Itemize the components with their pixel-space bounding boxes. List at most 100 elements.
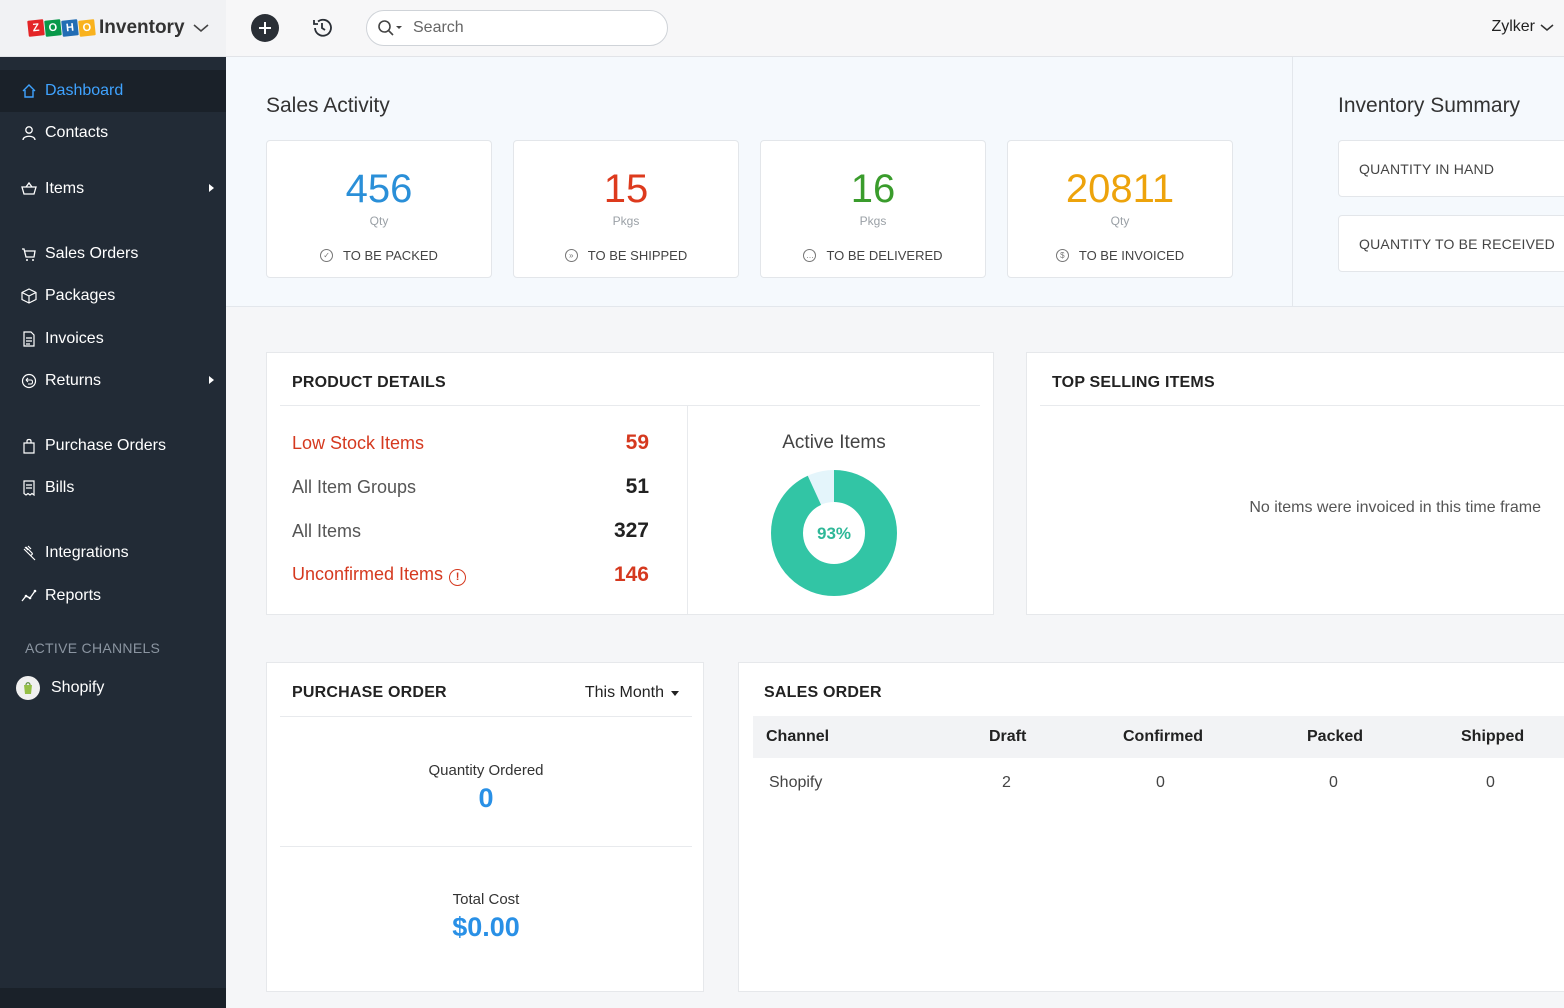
bill-icon bbox=[20, 480, 37, 497]
sidebar-item-label: Returns bbox=[45, 372, 102, 389]
return-icon bbox=[20, 373, 37, 390]
sidebar-item-label: Reports bbox=[45, 587, 102, 604]
product-row-low-stock[interactable]: Low Stock Items 59 bbox=[292, 431, 649, 455]
sales-activity-section: Sales Activity 456 Qty ✓ TO BE PACKED 15 … bbox=[226, 57, 1564, 307]
inventory-row-quantity-in-hand: QUANTITY IN HAND bbox=[1338, 140, 1564, 197]
activity-unit: Qty bbox=[1110, 214, 1130, 228]
sidebar-item-sales-orders[interactable]: Sales Orders bbox=[0, 233, 226, 275]
activity-label-row: … TO BE DELIVERED bbox=[761, 248, 985, 263]
activity-card-to-be-delivered[interactable]: 16 Pkgs … TO BE DELIVERED bbox=[760, 140, 986, 278]
sales-activity-title: Sales Activity bbox=[266, 94, 390, 117]
product-row-label-wrap: Unconfirmed Items! bbox=[292, 564, 467, 586]
sidebar-item-label: Integrations bbox=[45, 544, 129, 561]
divider bbox=[280, 405, 980, 406]
activity-value: 456 bbox=[345, 167, 413, 211]
total-cost-block: Total Cost $0.00 bbox=[267, 891, 705, 943]
search-bar[interactable] bbox=[366, 10, 668, 46]
activity-label: TO BE PACKED bbox=[343, 248, 438, 263]
product-row-label: All Items bbox=[292, 520, 362, 541]
activity-unit: Pkgs bbox=[859, 214, 887, 228]
panel-title: PRODUCT DETAILS bbox=[292, 374, 446, 391]
sidebar-item-label: Dashboard bbox=[45, 82, 124, 99]
sidebar-item-items[interactable]: Items bbox=[0, 168, 226, 210]
brand-switcher[interactable]: Z O H O Inventory bbox=[0, 0, 226, 57]
product-row-value: 59 bbox=[625, 431, 649, 454]
sidebar-item-shopify[interactable]: Shopify bbox=[16, 676, 104, 700]
sidebar-item-reports[interactable]: Reports bbox=[0, 575, 226, 617]
period-filter-dropdown[interactable]: This Month bbox=[585, 684, 679, 702]
sidebar-item-label: Items bbox=[45, 180, 85, 197]
quantity-ordered-block: Quantity Ordered 0 bbox=[267, 762, 705, 814]
activity-value: 20811 bbox=[1065, 167, 1175, 211]
sidebar-item-label: Sales Orders bbox=[45, 245, 139, 262]
chevron-down-icon bbox=[193, 24, 209, 33]
invoice-circle-icon: $ bbox=[1055, 249, 1069, 262]
inventory-row-label: QUANTITY TO BE RECEIVED bbox=[1359, 235, 1555, 252]
activity-card-to-be-packed[interactable]: 456 Qty ✓ TO BE PACKED bbox=[266, 140, 492, 278]
org-switcher[interactable]: Zylker bbox=[1491, 18, 1554, 36]
history-icon bbox=[313, 18, 332, 37]
product-row-all-items[interactable]: All Items 327 bbox=[292, 519, 649, 543]
product-row-unconfirmed[interactable]: Unconfirmed Items! 146 bbox=[292, 563, 649, 587]
sidebar-item-dashboard[interactable]: Dashboard bbox=[0, 70, 226, 112]
divider bbox=[1040, 405, 1564, 406]
donut-active-arc bbox=[771, 470, 897, 596]
sidebar-item-label: Packages bbox=[45, 287, 116, 304]
search-icon[interactable] bbox=[377, 19, 405, 37]
logo-letter: O bbox=[78, 19, 96, 37]
activity-label: TO BE INVOICED bbox=[1078, 248, 1185, 263]
activity-unit: Pkgs bbox=[612, 214, 640, 228]
cell-confirmed: 0 bbox=[1156, 774, 1165, 791]
zoho-logo: Z O H O bbox=[27, 19, 96, 37]
active-items-donut: 93% bbox=[771, 470, 897, 596]
activity-card-to-be-invoiced[interactable]: 20811 Qty $ TO BE INVOICED bbox=[1007, 140, 1233, 278]
activity-value: 15 bbox=[603, 167, 649, 211]
column-header: Channel bbox=[766, 728, 830, 745]
column-header: Shipped bbox=[1461, 728, 1525, 745]
product-row-label: Low Stock Items bbox=[292, 432, 425, 453]
activity-value: 16 bbox=[850, 167, 896, 211]
product-row-item-groups[interactable]: All Item Groups 51 bbox=[292, 475, 649, 499]
activity-card-to-be-shipped[interactable]: 15 Pkgs » TO BE SHIPPED bbox=[513, 140, 739, 278]
sidebar-item-bills[interactable]: Bills bbox=[0, 467, 226, 509]
alert-icon: ! bbox=[449, 568, 467, 586]
inventory-summary-title: Inventory Summary bbox=[1338, 94, 1521, 117]
panel-title: TOP SELLING ITEMS bbox=[1052, 374, 1215, 391]
activity-label-row: ✓ TO BE PACKED bbox=[267, 248, 491, 263]
plug-icon bbox=[20, 545, 37, 562]
sidebar-item-packages[interactable]: Packages bbox=[0, 275, 226, 317]
recent-history-button[interactable] bbox=[308, 14, 336, 42]
sidebar-collapse-bar[interactable] bbox=[0, 988, 226, 1008]
panel-title: SALES ORDER bbox=[764, 684, 882, 701]
column-header: Confirmed bbox=[1123, 728, 1203, 745]
product-row-value: 51 bbox=[625, 475, 649, 498]
inventory-row-label: QUANTITY IN HAND bbox=[1359, 160, 1495, 177]
quick-create-button[interactable] bbox=[251, 14, 279, 42]
sidebar-item-contacts[interactable]: Contacts bbox=[0, 112, 226, 154]
activity-label: TO BE DELIVERED bbox=[826, 248, 943, 263]
sidebar-item-purchase-orders[interactable]: Purchase Orders bbox=[0, 425, 226, 467]
app-name: Inventory bbox=[99, 17, 185, 38]
sidebar-item-label: Bills bbox=[45, 479, 75, 496]
search-input[interactable] bbox=[413, 19, 633, 37]
cell-packed: 0 bbox=[1329, 774, 1338, 791]
more-circle-icon: … bbox=[803, 249, 817, 262]
check-circle-icon: ✓ bbox=[320, 249, 334, 262]
activity-label-row: » TO BE SHIPPED bbox=[514, 248, 738, 263]
activity-label: TO BE SHIPPED bbox=[587, 248, 688, 263]
column-header: Draft bbox=[989, 728, 1027, 745]
sidebar-item-invoices[interactable]: Invoices bbox=[0, 318, 226, 360]
org-name: Zylker bbox=[1491, 18, 1535, 35]
caret-right-icon bbox=[209, 184, 214, 192]
sidebar-item-returns[interactable]: Returns bbox=[0, 360, 226, 402]
product-row-value: 146 bbox=[613, 563, 649, 586]
active-channels-heading: ACTIVE CHANNELS bbox=[25, 640, 161, 656]
activity-label-row: $ TO BE INVOICED bbox=[1008, 248, 1232, 263]
top-bar: Zylker bbox=[226, 0, 1564, 57]
sidebar-item-integrations[interactable]: Integrations bbox=[0, 532, 226, 574]
divider bbox=[687, 406, 688, 614]
logo-letter: Z bbox=[27, 19, 45, 37]
divider bbox=[280, 716, 692, 717]
bag-icon bbox=[20, 438, 37, 455]
basket-icon bbox=[20, 181, 37, 198]
